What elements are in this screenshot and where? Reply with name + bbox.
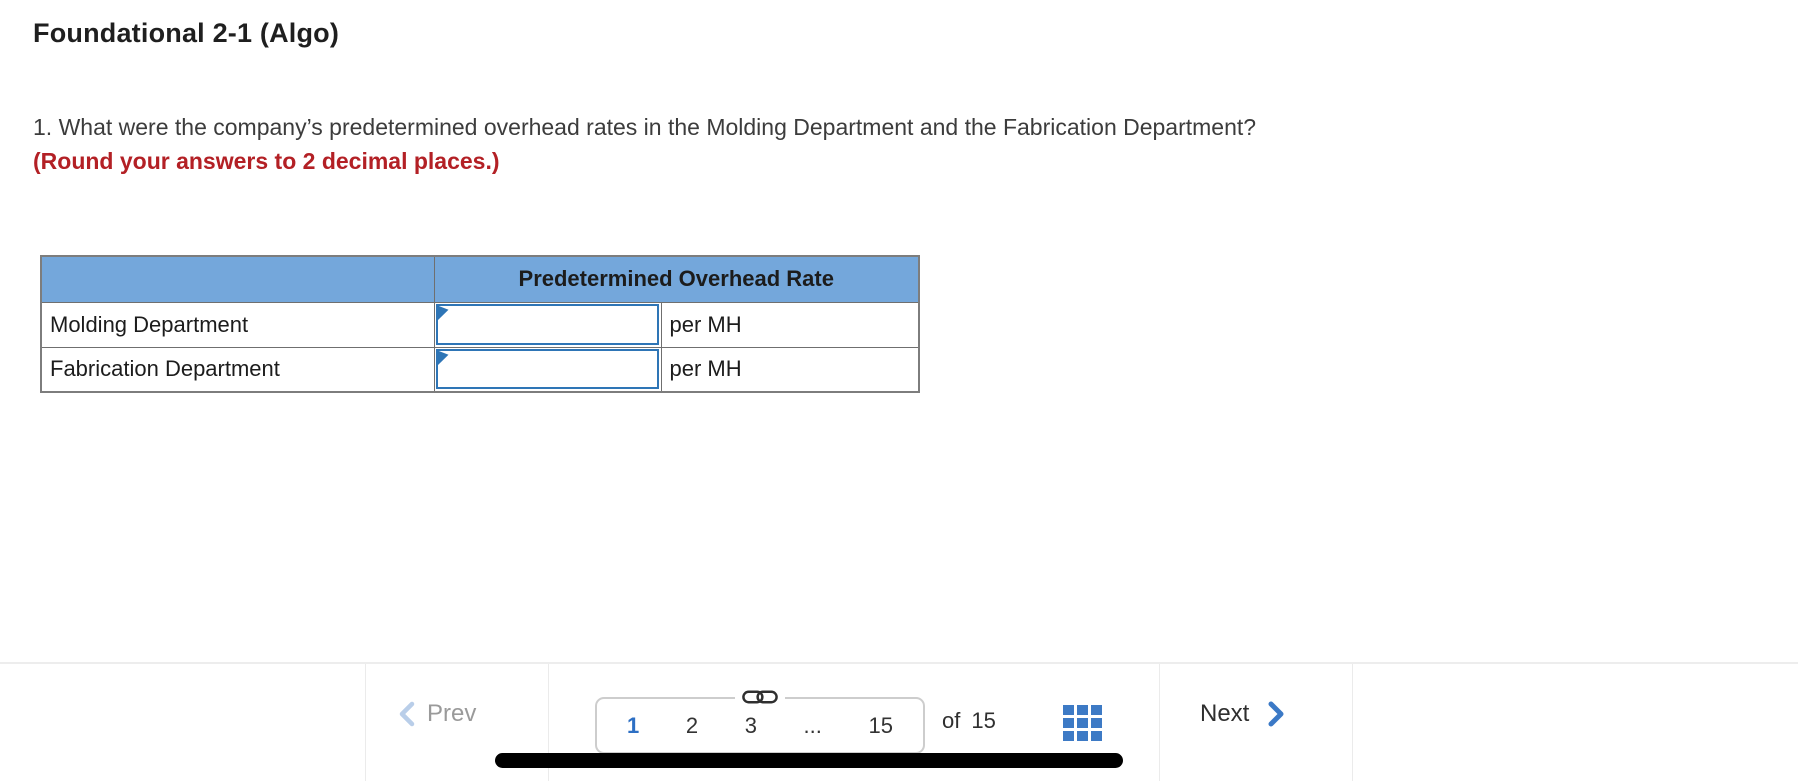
page-button-2[interactable]: 2 — [685, 712, 699, 738]
footer-divider — [1352, 664, 1353, 781]
prev-button[interactable]: Prev — [398, 700, 476, 728]
table-column-header: Predetermined Overhead Rate — [433, 255, 920, 303]
page-button-15[interactable]: 15 — [868, 712, 893, 738]
footer-divider — [1159, 664, 1160, 781]
table-row-fabrication: Fabrication Department per MH — [40, 346, 920, 393]
question-text: 1. What were the company’s predetermined… — [33, 114, 1257, 140]
chevron-left-icon — [398, 701, 415, 727]
page-ellipsis: ... — [803, 712, 822, 738]
of-label: of — [942, 708, 961, 733]
molding-rate-input[interactable] — [435, 303, 659, 345]
next-button-label: Next — [1200, 700, 1250, 727]
pagination-footer: Prev 1 2 3 ... 15 of 15 Next — [0, 664, 1798, 781]
link-icon — [735, 689, 785, 705]
unit-label: per MH — [660, 301, 920, 348]
answer-cell — [433, 346, 662, 393]
row-label: Molding Department — [40, 301, 435, 348]
row-label: Fabrication Department — [40, 346, 435, 393]
chevron-right-icon — [1267, 701, 1285, 727]
page-count: of 15 — [942, 708, 996, 734]
total-pages: 15 — [971, 708, 996, 733]
question-instruction: (Round your answers to 2 decimal places.… — [33, 148, 500, 174]
unit-label: per MH — [660, 346, 920, 393]
table-header-row: Predetermined Overhead Rate — [40, 255, 920, 303]
prev-button-label: Prev — [427, 700, 477, 727]
page-button-1[interactable]: 1 — [627, 712, 640, 738]
answer-cell — [433, 301, 662, 348]
page-number-list: 1 2 3 ... 15 — [595, 689, 925, 754]
fabrication-rate-input[interactable] — [435, 348, 659, 389]
next-button[interactable]: Next — [1200, 700, 1285, 728]
footer-divider — [548, 664, 549, 781]
table-corner-cell — [40, 255, 435, 303]
page-button-3[interactable]: 3 — [744, 712, 757, 738]
page-title: Foundational 2-1 (Algo) — [33, 18, 340, 48]
grid-view-icon[interactable] — [1063, 705, 1102, 741]
footer-divider — [365, 664, 366, 781]
overhead-rate-table: Predetermined Overhead Rate Molding Depa… — [40, 255, 920, 393]
question-block: 1. What were the company’s predetermined… — [33, 110, 1256, 178]
table-row-molding: Molding Department per MH — [40, 301, 920, 348]
horizontal-scrollbar[interactable] — [495, 753, 1123, 768]
footer-divider-line — [0, 662, 1798, 664]
